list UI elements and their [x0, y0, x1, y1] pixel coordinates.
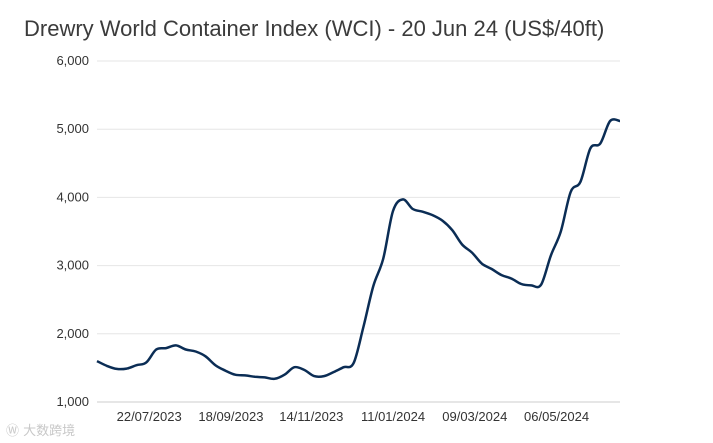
x-tick-label: 11/01/2024: [361, 409, 425, 424]
y-tick-label: 4,000: [56, 189, 89, 204]
watermark-text: 大数跨境: [23, 424, 76, 439]
y-tick-label: 1,000: [56, 394, 89, 409]
chart-title: Drewry World Container Index (WCI) - 20 …: [24, 16, 605, 41]
x-tick-label: 06/05/2024: [524, 409, 589, 424]
x-tick-label: 22/07/2023: [117, 409, 182, 424]
x-axis-ticks: 22/07/2023 18/09/2023 14/11/2023 11/01/2024…: [117, 409, 589, 424]
series-line: [96, 118, 621, 381]
y-tick-label: 5,000: [56, 121, 89, 136]
y-tick-label: 3,000: [56, 258, 89, 273]
weibo-icon: Ⓦ: [6, 424, 20, 439]
y-tick-label: 2,000: [56, 326, 89, 341]
series-lines: [96, 118, 621, 381]
y-axis-ticks: 1,000 2,000 3,000 4,000 5,000 6,000: [56, 53, 89, 409]
x-tick-label: 09/03/2024: [442, 409, 507, 424]
y-tick-label: 6,000: [56, 53, 89, 68]
watermark: Ⓦ 大数跨境: [6, 420, 75, 439]
gridlines: [97, 60, 620, 403]
x-tick-label: 14/11/2023: [279, 409, 343, 424]
x-tick-label: 18/09/2023: [198, 409, 263, 424]
